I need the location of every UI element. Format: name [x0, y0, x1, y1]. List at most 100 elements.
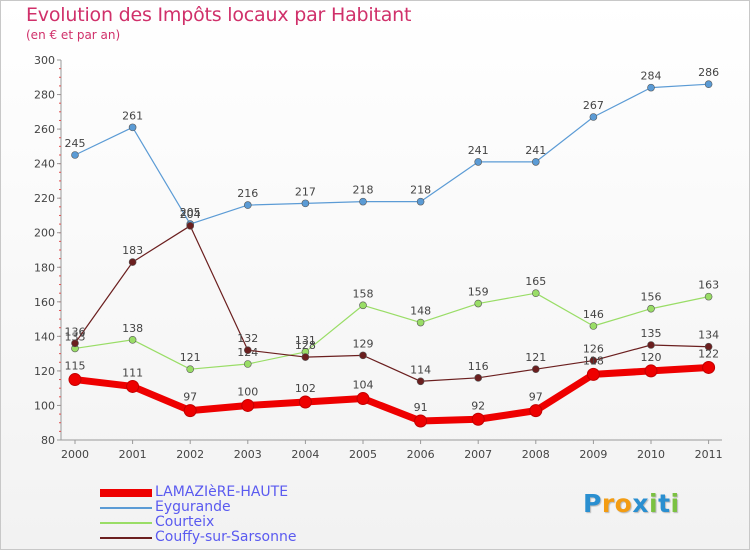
- data-label: 217: [295, 185, 316, 198]
- legend-label: Eygurande: [155, 499, 231, 515]
- data-label: 134: [698, 329, 719, 342]
- data-label: 148: [410, 305, 431, 318]
- data-point: [186, 365, 194, 373]
- legend-swatch: [100, 537, 152, 539]
- data-label: 97: [183, 391, 197, 404]
- data-point: [416, 197, 425, 206]
- x-tick-label: 2005: [349, 448, 377, 461]
- legend-label: Couffy-sur-Sarsonne: [155, 529, 297, 545]
- data-point: [531, 289, 540, 297]
- data-point: [244, 201, 252, 209]
- y-tick-label: 260: [34, 123, 55, 136]
- logo-letter: i: [670, 489, 680, 518]
- data-label: 158: [353, 287, 374, 300]
- data-point: [128, 258, 137, 266]
- data-point: [471, 412, 485, 426]
- data-point: [359, 197, 367, 206]
- data-point: [647, 304, 655, 313]
- proxiti-logo: Proxiti: [583, 489, 680, 518]
- data-point: [301, 199, 310, 208]
- data-point: [71, 339, 79, 348]
- legend-label: Courteix: [155, 514, 215, 530]
- data-label: 129: [353, 337, 374, 350]
- y-tick-label: 160: [34, 296, 55, 309]
- data-label: 102: [295, 382, 316, 395]
- data-label: 245: [65, 137, 86, 150]
- data-label: 91: [414, 401, 428, 414]
- data-point: [589, 322, 598, 330]
- data-label: 114: [410, 363, 431, 376]
- data-point: [531, 365, 540, 373]
- data-point: [126, 379, 140, 393]
- series-line: [74, 83, 709, 225]
- data-label: 146: [583, 308, 604, 321]
- data-point: [298, 395, 312, 409]
- chart-title: Evolution des Impôts locaux par Habitant: [26, 4, 412, 26]
- data-point: [647, 341, 655, 349]
- data-point: [416, 377, 425, 386]
- x-tick-label: 2000: [61, 448, 89, 461]
- data-label: 204: [180, 208, 201, 221]
- data-point: [301, 353, 310, 361]
- data-label: 120: [641, 351, 662, 364]
- data-point: [704, 292, 713, 301]
- data-label: 216: [237, 187, 258, 200]
- data-label: 126: [583, 343, 604, 356]
- data-point: [704, 342, 713, 351]
- data-label: 218: [353, 184, 374, 197]
- y-tick-label: 280: [34, 89, 55, 102]
- data-label: 165: [525, 275, 546, 288]
- data-point: [531, 158, 540, 166]
- series-line: [74, 363, 709, 425]
- data-label: 284: [641, 70, 662, 83]
- data-label: 116: [468, 360, 489, 373]
- data-label: 135: [641, 327, 662, 340]
- data-label: 122: [698, 347, 719, 360]
- series-line: [74, 292, 709, 370]
- data-label: 128: [295, 339, 316, 352]
- data-point: [244, 360, 252, 368]
- y-tick-label: 80: [41, 434, 55, 447]
- x-tick-label: 2006: [407, 448, 435, 461]
- data-point: [183, 404, 197, 418]
- y-tick-label: 240: [34, 158, 55, 171]
- data-label: 138: [122, 322, 143, 335]
- data-label: 118: [583, 354, 604, 367]
- data-label: 261: [122, 109, 143, 122]
- data-point: [704, 80, 713, 88]
- x-tick-label: 2010: [637, 448, 665, 461]
- data-label: 115: [65, 360, 86, 373]
- data-point: [128, 123, 137, 132]
- legend-label: LAMAZIèRE-HAUTE: [155, 484, 289, 500]
- data-label: 241: [468, 144, 489, 157]
- y-tick-label: 100: [34, 399, 55, 412]
- logo-letter: P: [583, 489, 602, 518]
- y-tick-label: 140: [34, 330, 55, 343]
- data-point: [244, 346, 252, 354]
- logo-letter: r: [601, 489, 615, 518]
- data-label: 183: [122, 244, 143, 257]
- chart-subtitle: (en € et par an): [26, 28, 121, 42]
- x-tick-label: 2001: [119, 448, 147, 461]
- y-tick-label: 200: [34, 227, 55, 240]
- data-point: [529, 404, 543, 418]
- data-label: 97: [529, 391, 543, 404]
- x-tick-label: 2003: [234, 448, 262, 461]
- x-tick-label: 2002: [176, 448, 204, 461]
- x-tick-label: 2008: [522, 448, 550, 461]
- legend-swatch: [100, 507, 152, 509]
- series-line: [74, 225, 709, 382]
- y-tick-label: 120: [34, 365, 55, 378]
- data-point: [414, 414, 428, 428]
- legend-swatch: [100, 489, 152, 497]
- data-point: [589, 356, 598, 365]
- data-point: [356, 392, 370, 406]
- data-point: [702, 360, 716, 374]
- data-label: 133: [65, 330, 86, 343]
- y-tick-label: 300: [34, 54, 55, 67]
- x-tick-label: 2011: [695, 448, 723, 461]
- data-label: 104: [353, 379, 374, 392]
- data-label: 121: [525, 351, 546, 364]
- data-label: 132: [237, 332, 258, 345]
